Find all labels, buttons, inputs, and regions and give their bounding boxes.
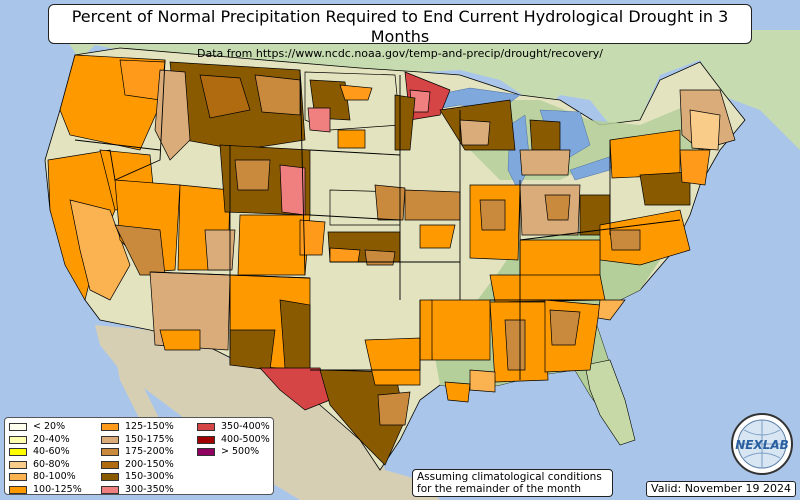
legend-swatch	[101, 435, 119, 444]
legend-label: 400-500%	[221, 433, 270, 445]
map-subtitle: Data from https://www.ncdc.noaa.gov/temp…	[197, 47, 603, 60]
climatology-note: Assuming climatological conditions for t…	[412, 469, 613, 497]
canada-land	[60, 30, 800, 150]
legend-label: 150-300%	[125, 471, 174, 483]
legend-swatch	[197, 448, 215, 457]
legend-swatch	[9, 485, 27, 494]
legend-swatch	[101, 460, 119, 469]
legend-label: < 20%	[33, 421, 66, 433]
legend-item: 80-100%	[9, 471, 101, 484]
title-box: Percent of Normal Precipitation Required…	[48, 4, 752, 60]
legend-label: 150-175%	[125, 433, 174, 445]
legend-item: 125-150%	[101, 421, 197, 434]
note-line-2: for the remainder of the month	[417, 483, 582, 495]
state-borders	[74, 59, 681, 380]
legend-item: 60-80%	[9, 459, 101, 472]
legend-swatch	[101, 473, 119, 482]
legend-item: 100-125%	[9, 484, 101, 497]
note-line-1: Assuming climatological conditions	[417, 471, 602, 483]
legend-item: 40-60%	[9, 446, 101, 459]
legend-label: 175-200%	[125, 446, 174, 458]
legend-label: 200-150%	[125, 458, 174, 470]
legend-label: 80-100%	[33, 471, 76, 483]
legend-label: 300-350%	[125, 483, 174, 495]
legend-item: 200-150%	[101, 459, 197, 472]
legend-label: 60-80%	[33, 458, 70, 470]
legend-swatch	[197, 423, 215, 432]
legend-swatch	[9, 448, 27, 457]
mexico-land	[95, 325, 440, 500]
legend-item: 300-350%	[101, 484, 197, 497]
legend-item: 150-175%	[101, 434, 197, 447]
florida	[584, 359, 636, 446]
legend-item: 20-40%	[9, 434, 101, 447]
legend-swatch	[101, 448, 119, 457]
legend-label: 20-40%	[33, 433, 70, 445]
legend-item: < 20%	[9, 421, 101, 434]
legend-item: 150-300%	[101, 471, 197, 484]
legend: < 20% 20-40% 40-60% 60-80% 80-100% 100-125% 12…	[4, 417, 274, 495]
legend-item: 400-500%	[197, 434, 277, 447]
legend-swatch	[9, 460, 27, 469]
legend-label: 40-60%	[33, 446, 70, 458]
nexlab-logo: NEXLAB	[731, 413, 793, 475]
legend-swatch	[101, 485, 119, 494]
legend-item: 350-400%	[197, 421, 277, 434]
legend-swatch	[9, 435, 27, 444]
legend-item: > 500%	[197, 446, 277, 459]
legend-swatch	[197, 435, 215, 444]
legend-swatch	[101, 423, 119, 432]
legend-swatch	[9, 423, 27, 432]
legend-label: 125-150%	[125, 421, 174, 433]
valid-date: Valid: November 19 2024	[646, 481, 796, 497]
legend-label: 100-125%	[33, 483, 82, 495]
legend-label: 350-400%	[221, 421, 270, 433]
legend-item: 175-200%	[101, 446, 197, 459]
logo-text: NEXLAB	[735, 438, 789, 452]
drought-regions	[47, 54, 736, 466]
legend-swatch	[9, 473, 27, 482]
legend-label: > 500%	[221, 446, 260, 458]
map-title: Percent of Normal Precipitation Required…	[71, 7, 729, 46]
